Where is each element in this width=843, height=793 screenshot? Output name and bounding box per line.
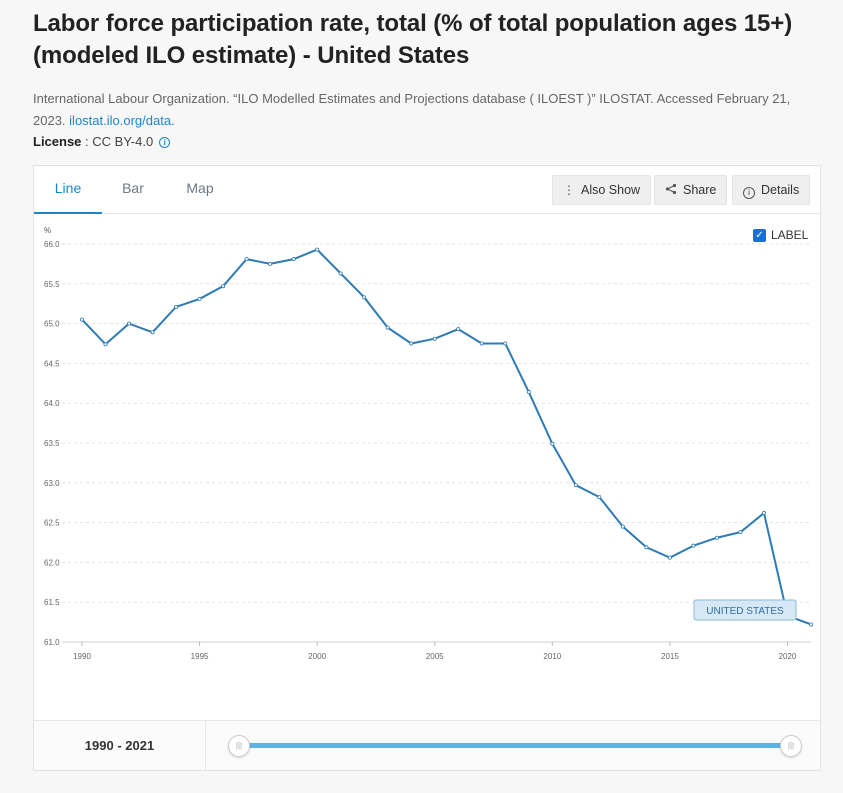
x-tick-label: 2010: [543, 652, 561, 661]
chart-card: Line Bar Map ⋮ Also Show Share i Details ✓…: [33, 165, 821, 771]
tab-bar[interactable]: Bar: [122, 180, 144, 196]
data-point: [597, 495, 602, 500]
line-chart: 61.0 61.5 62.0 62.5 63.0 63.5 64.0 64.5 65.0 65.5…: [44, 226, 814, 661]
y-axis: 61.0 61.5 62.0 62.5 63.0 63.5 64.0 64.5 65.0 65.5…: [44, 240, 60, 647]
data-point: [667, 555, 672, 560]
tab-map[interactable]: Map: [186, 180, 214, 196]
x-axis: 1990 1995 2000 2005 2010 2015 2020: [62, 641, 811, 661]
share-icon: [665, 176, 677, 204]
y-tick-label: 62.0: [44, 558, 60, 567]
source-citation: International Labour Organization. “ILO …: [33, 88, 823, 132]
data-point: [221, 284, 226, 289]
share-button[interactable]: Share: [654, 175, 728, 205]
data-point: [291, 257, 296, 262]
y-tick-label: 66.0: [44, 240, 60, 249]
license-value: CC BY-4.0: [92, 134, 154, 149]
y-tick-label: 64.5: [44, 359, 60, 368]
data-point: [385, 325, 390, 330]
range-slider-start-handle[interactable]: |||: [228, 735, 250, 757]
y-tick-label: 62.5: [44, 519, 60, 528]
range-label: 1990 - 2021: [34, 721, 206, 771]
data-point: [315, 247, 320, 252]
y-tick-label: 64.0: [44, 399, 60, 408]
also-show-label: Also Show: [581, 183, 641, 197]
range-slider-track[interactable]: [239, 743, 793, 748]
chart-tabs: Line Bar Map ⋮ Also Show Share i Details: [34, 166, 820, 214]
x-tick-label: 1990: [73, 652, 91, 661]
data-point: [503, 341, 508, 346]
source-text: International Labour Organization. “ILO …: [33, 91, 791, 128]
range-slider-end-handle[interactable]: |||: [780, 735, 802, 757]
series-label-text: UNITED STATES: [706, 606, 784, 617]
data-point: [244, 257, 249, 262]
details-button[interactable]: i Details: [732, 175, 811, 205]
license-line: License : CC BY-4.0 i: [33, 134, 171, 149]
tab-line[interactable]: Line: [34, 166, 102, 214]
info-icon[interactable]: i: [159, 137, 171, 148]
data-point: [456, 327, 461, 332]
data-point: [479, 341, 484, 346]
data-point: [432, 336, 437, 341]
y-tick-label: 61.5: [44, 598, 60, 607]
data-point: [268, 261, 273, 266]
data-point: [550, 441, 555, 446]
data-point: [644, 545, 649, 550]
x-tick-label: 2005: [426, 652, 444, 661]
data-point: [150, 330, 155, 335]
series-label-tag: UNITED STATES: [693, 599, 797, 621]
data-point: [127, 321, 132, 326]
info-circle-icon: i: [743, 187, 755, 199]
y-tick-label: 61.0: [44, 638, 60, 647]
x-tick-label: 2020: [779, 652, 797, 661]
series-line-united-states: [81, 248, 812, 626]
y-tick-label: 63.5: [44, 439, 60, 448]
x-tick-label: 2000: [308, 652, 326, 661]
data-point: [809, 622, 814, 627]
chart-grid: [62, 243, 811, 643]
share-label: Share: [683, 183, 717, 197]
data-point: [80, 317, 85, 322]
x-tick-label: 1995: [191, 652, 209, 661]
data-point: [409, 341, 414, 346]
checkbox-checked-icon[interactable]: ✓: [753, 228, 766, 242]
details-label: Details: [761, 183, 800, 197]
kebab-icon: ⋮: [563, 183, 575, 197]
data-point: [174, 304, 179, 309]
data-points: [80, 247, 814, 627]
range-footer: 1990 - 2021 ||| |||: [34, 720, 820, 771]
data-point: [714, 535, 719, 540]
data-point: [103, 342, 108, 347]
data-point: [338, 271, 343, 276]
series-label-box: [693, 599, 797, 621]
data-point: [526, 390, 531, 395]
also-show-button[interactable]: ⋮ Also Show: [552, 175, 652, 205]
label-toggle[interactable]: ✓ LABEL: [753, 228, 808, 242]
y-tick-label: 65.0: [44, 320, 60, 329]
data-point: [197, 296, 202, 301]
y-tick-label: 65.5: [44, 280, 60, 289]
data-point: [761, 511, 766, 516]
license-label: License: [33, 134, 82, 149]
x-tick-label: 2015: [661, 652, 679, 661]
data-point: [362, 295, 367, 300]
label-toggle-text: LABEL: [771, 228, 809, 242]
data-point: [573, 483, 578, 488]
y-tick-label: 63.0: [44, 479, 60, 488]
y-axis-label: %: [44, 226, 51, 235]
data-point: [738, 530, 743, 535]
data-point: [620, 524, 625, 529]
source-link[interactable]: ilostat.ilo.org/data.: [69, 113, 175, 128]
data-point: [691, 543, 696, 548]
page-title: Labor force participation rate, total (%…: [33, 10, 793, 69]
